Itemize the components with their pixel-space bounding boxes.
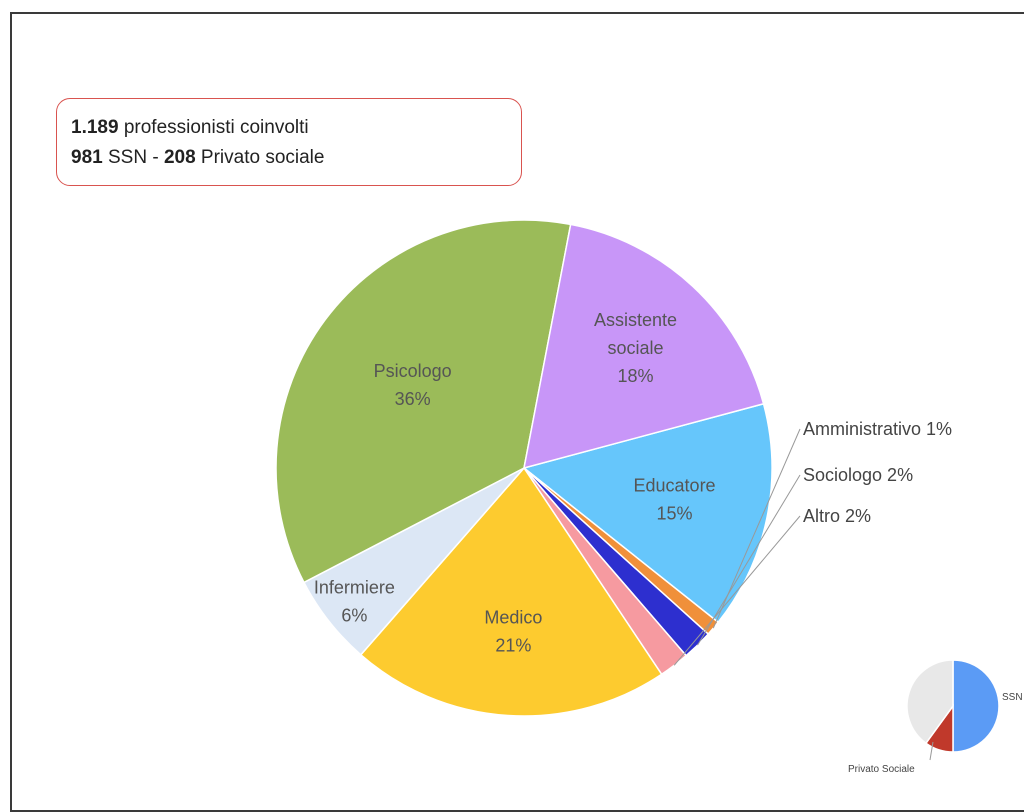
private-count: 208 — [163, 147, 196, 168]
pie-slice-psicologo — [275, 219, 572, 584]
slice-label-educatore: Educatore — [634, 475, 716, 495]
outside-label-amministrativo: Amministrativo 1% — [803, 419, 952, 439]
slice-label-psicologo: 36% — [395, 389, 431, 409]
summary-box: 1.189 professionisti coinvolti 981 SSN -… — [56, 98, 522, 186]
outside-label-altro: Altro 2% — [803, 506, 871, 526]
slice-label-assistente-sociale: Assistente — [594, 310, 677, 330]
pie-slice-educatore — [522, 402, 773, 624]
summary-line-2: 981 SSN - 208 Privato sociale — [71, 143, 521, 173]
pie-chart: Educatore 15% Amministrativo 1% Sociologo 2… — [275, 219, 1023, 775]
slice-label-assistente-sociale: sociale — [607, 338, 663, 358]
total-text: professionisti coinvolti — [118, 117, 309, 138]
total-count: 1.189 — [71, 117, 119, 138]
mini-label-ssn: SSN — [1002, 692, 1023, 703]
slice-label-medico: 21% — [495, 635, 531, 655]
pie-slice-assistente-sociale — [523, 223, 765, 470]
slice-label-medico: Medico — [484, 607, 542, 627]
mini-slice-ssn — [952, 659, 1000, 753]
summary-line-1: 1.189 professionisti coinvolti — [71, 113, 521, 143]
slice-label-infermiere: 6% — [341, 605, 367, 625]
slice-label-infermiere: Infermiere — [314, 577, 395, 597]
mini-leader-privato — [929, 741, 934, 761]
leader-line-altro — [673, 515, 801, 666]
outside-label-sociologo: Sociologo 2% — [803, 465, 913, 485]
slice-label-assistente-sociale: 18% — [617, 366, 653, 386]
pie-slice-medico — [359, 466, 663, 717]
slice-label-educatore: 15% — [657, 503, 693, 523]
mini-label-privato-sociale: Privato Sociale — [848, 764, 915, 775]
private-text: Privato sociale — [195, 147, 325, 168]
slice-label-psicologo: Psicologo — [374, 361, 452, 381]
mini-slice-other — [906, 659, 954, 745]
ssn-count: 981 — [71, 147, 103, 168]
ssn-text: SSN - — [102, 147, 164, 168]
